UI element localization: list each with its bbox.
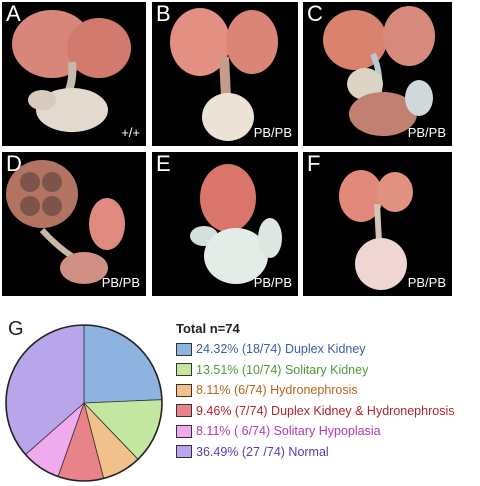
legend-title: Total n=74 (176, 321, 240, 336)
genotype-label: PB/PB (253, 125, 292, 140)
legend-swatch (176, 445, 192, 458)
legend-swatch (176, 404, 192, 417)
genotype-label: PB/PB (407, 275, 446, 290)
legend-label: 8.11% (6/74) Hydronephrosis (196, 383, 358, 397)
photo-d-specimen (6, 160, 125, 284)
legend-label: 36.49% (27 /74) Normal (196, 444, 329, 459)
genotype-label: PB/PB (253, 275, 292, 290)
legend-item: 24.32% (18/74) Duplex Kidney (176, 340, 366, 358)
photo-panel-a: A +/+ (2, 2, 146, 146)
legend-label: 9.46% (7/74) Duplex Kidney & Hydronephro… (196, 403, 455, 418)
legend-label: 13.51% (10/74) Solitary Kidney (196, 362, 369, 377)
photo-f-specimen (339, 170, 413, 290)
legend-item: 13.51% (10/74) Solitary Kidney (176, 361, 368, 379)
legend-label: 24.32% (18/74) Duplex Kidney (196, 342, 366, 356)
photo-panel-e: E PB/PB (152, 152, 298, 296)
legend-swatch (176, 363, 192, 376)
legend-label: 8.11% ( 6/74) Solitary Hypoplasia (196, 424, 381, 438)
panel-letter: F (307, 152, 321, 176)
legend-swatch (176, 424, 192, 438)
genotype-label: +/+ (121, 125, 140, 140)
photo-panel-c: C PB/PB (303, 2, 452, 146)
legend-swatch (176, 383, 192, 397)
panel-letter: A (6, 2, 21, 26)
panel-letter-g: G (8, 318, 24, 340)
panel-letter: E (156, 152, 171, 176)
legend-item: 8.11% ( 6/74) Solitary Hypoplasia (176, 422, 381, 440)
legend-item: 8.11% (6/74) Hydronephrosis (176, 381, 358, 399)
genotype-label: PB/PB (101, 275, 140, 290)
panel-letter: D (6, 152, 22, 176)
panel-letter: C (307, 2, 323, 26)
photo-b-specimen (170, 8, 278, 141)
photo-panel-b: B PB/PB (152, 2, 298, 146)
pie-chart (5, 324, 163, 482)
panel-letter: B (156, 2, 171, 26)
photo-a-specimen (12, 10, 131, 132)
genotype-label: PB/PB (407, 125, 446, 140)
pie-outline (5, 324, 163, 482)
photo-panel-d: D PB/PB (2, 152, 146, 296)
photo-panel-f: F PB/PB (303, 152, 452, 296)
legend-item: 36.49% (27 /74) Normal (176, 443, 329, 461)
legend-item: 9.46% (7/74) Duplex Kidney & Hydronephro… (176, 402, 454, 420)
legend-swatch (176, 342, 192, 356)
photo-e-specimen (190, 164, 282, 284)
pie-slice-duplex-kidney (83, 324, 163, 404)
photo-c-specimen (323, 6, 435, 136)
